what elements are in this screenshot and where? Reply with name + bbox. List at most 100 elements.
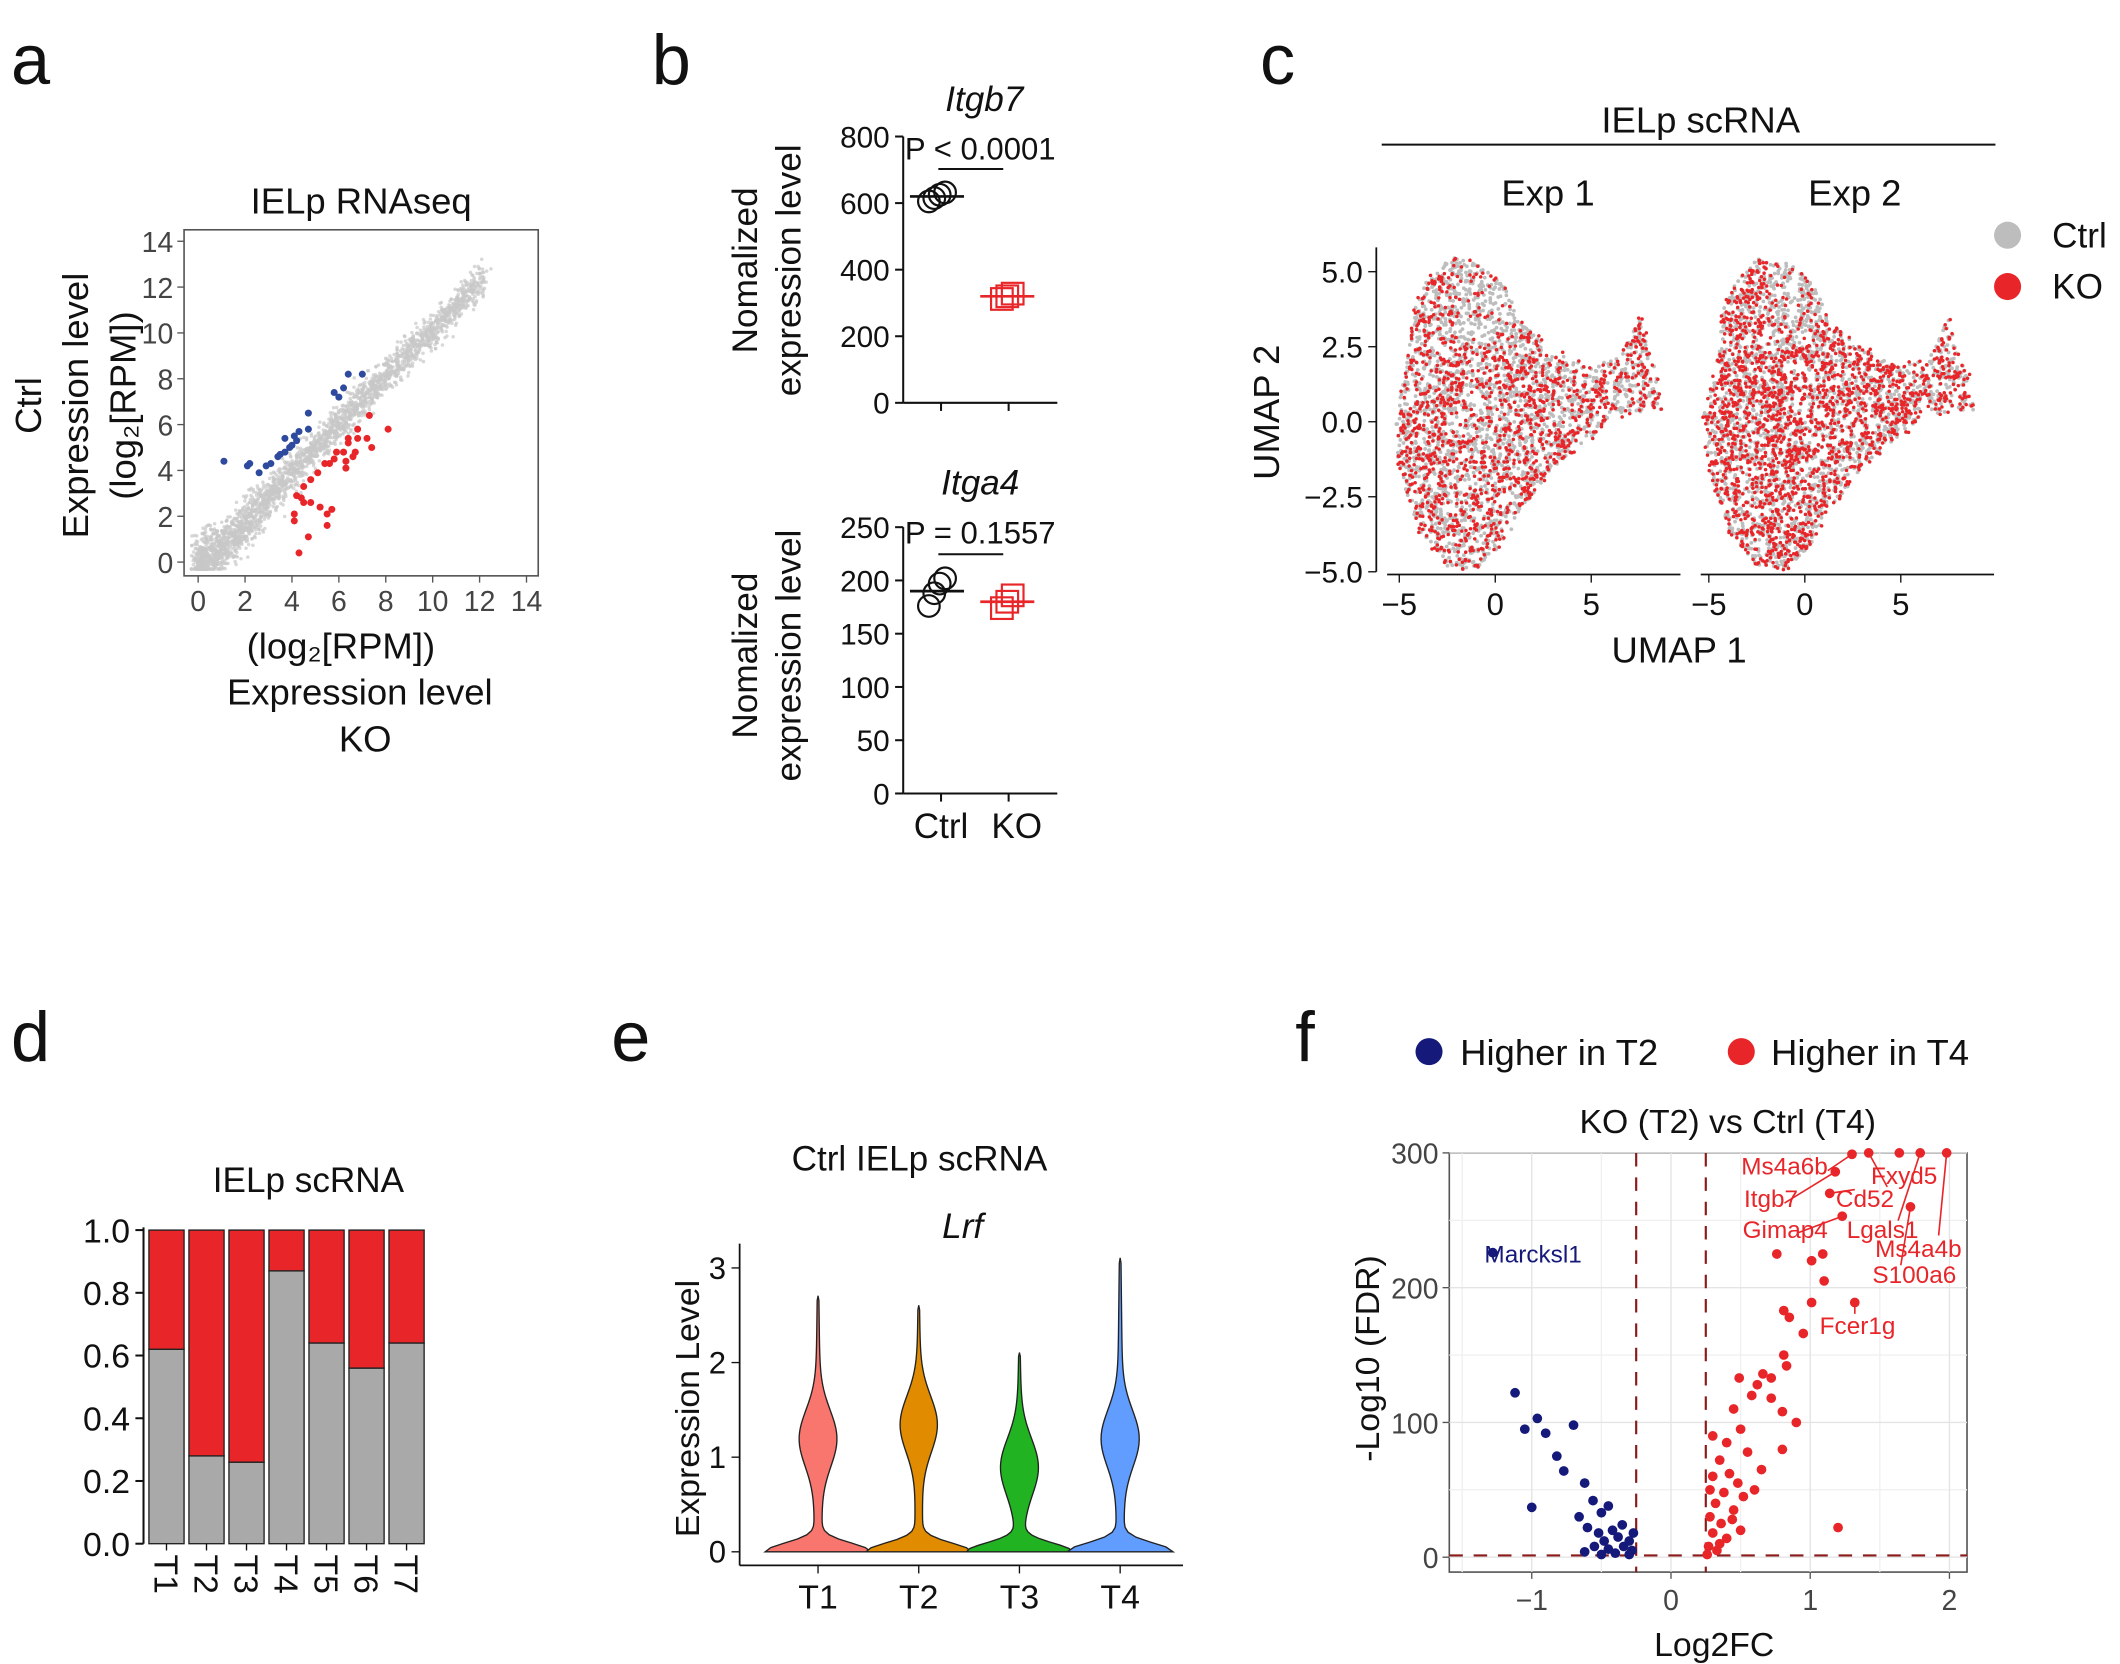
- ctrl-cell-point: [1595, 424, 1600, 429]
- background-gene-point: [377, 379, 381, 383]
- ctrl-cell-point: [1480, 427, 1485, 432]
- ctrl-cell-point: [1398, 438, 1403, 442]
- background-gene-point: [410, 342, 414, 346]
- ctrl-cell-point: [1448, 481, 1453, 486]
- background-gene-point: [484, 269, 489, 273]
- background-gene-point: [244, 539, 248, 544]
- ctrl-cell-point: [1455, 554, 1460, 558]
- background-gene-point: [433, 346, 438, 351]
- y-tick-label: 800: [840, 121, 890, 154]
- background-gene-point: [338, 432, 343, 437]
- ctrl-cell-point: [1479, 533, 1483, 538]
- y-tick-label: 400: [840, 254, 890, 287]
- background-gene-point: [386, 376, 391, 380]
- background-gene-point: [218, 548, 223, 553]
- ctrl-cell-point: [1521, 342, 1525, 347]
- ctrl-cell-point: [1584, 433, 1589, 438]
- ctrl-cell-point: [1489, 449, 1494, 454]
- ctrl-cell-point: [1434, 375, 1439, 379]
- ctrl-cell-point: [1593, 368, 1598, 373]
- ctrl-cell-point: [1461, 553, 1466, 558]
- panel-c-ylabel: UMAP 2: [1246, 345, 1287, 480]
- background-gene-point: [267, 489, 271, 494]
- background-gene-point: [230, 542, 235, 547]
- background-gene-point: [235, 555, 240, 559]
- background-gene-point: [436, 336, 441, 340]
- background-gene-point: [431, 326, 435, 330]
- background-gene-point: [237, 521, 242, 526]
- ctrl-cell-point: [1551, 414, 1556, 419]
- ctrl-cell-point: [1512, 501, 1516, 506]
- ctrl-cell-point: [1437, 291, 1441, 296]
- background-gene-point: [246, 542, 251, 547]
- y-tick-label: 0: [157, 548, 173, 580]
- background-gene-point: [456, 288, 461, 293]
- ctrl-cell-point: [1507, 348, 1512, 353]
- ctrl-cell-point: [1509, 471, 1513, 476]
- background-gene-point: [225, 518, 229, 522]
- background-gene-point: [457, 312, 461, 317]
- ctrl-high-gene-point: [358, 370, 366, 378]
- ctrl-cell-point: [1493, 301, 1498, 305]
- background-gene-point: [397, 354, 402, 358]
- background-gene-point: [317, 425, 321, 430]
- ko-high-gene-point: [307, 476, 315, 484]
- ctrl-cell-point: [1435, 526, 1440, 530]
- ctrl-cell-point: [1453, 406, 1458, 410]
- ctrl-cell-point: [1559, 417, 1563, 422]
- panel-c-facet-exp1: Exp 1: [1501, 172, 1594, 213]
- background-gene-point: [298, 455, 303, 460]
- ctrl-cell-point: [1447, 541, 1452, 546]
- background-gene-point: [253, 525, 257, 530]
- background-gene-point: [445, 325, 449, 329]
- background-gene-point: [297, 474, 301, 478]
- background-gene-point: [472, 264, 477, 269]
- background-gene-point: [378, 375, 382, 380]
- panel-a: IELp RNAseq Ctrl Expression level (log₂[…: [8, 181, 542, 760]
- background-gene-point: [277, 478, 282, 482]
- ctrl-cell-point: [1482, 402, 1487, 406]
- background-gene-point: [313, 434, 318, 438]
- background-gene-point: [363, 395, 367, 400]
- ctrl-cell-point: [1605, 381, 1610, 385]
- background-gene-point: [288, 454, 293, 458]
- background-gene-point: [377, 384, 382, 389]
- background-gene-point: [346, 426, 351, 430]
- background-gene-point: [207, 556, 211, 560]
- background-gene-point: [225, 547, 229, 552]
- background-gene-point: [271, 504, 276, 509]
- background-gene-point: [336, 410, 341, 415]
- ctrl-cell-point: [1512, 316, 1517, 320]
- ctrl-cell-point: [1461, 375, 1466, 380]
- ctrl-cell-point: [1476, 325, 1481, 330]
- background-gene-point: [239, 539, 244, 544]
- ctrl-cell-point: [1405, 402, 1409, 407]
- background-gene-point: [453, 287, 457, 292]
- background-gene-point: [190, 534, 194, 538]
- background-gene-point: [246, 505, 251, 510]
- ctrl-cell-point: [1627, 408, 1632, 413]
- background-gene-point: [381, 381, 386, 386]
- background-gene-point: [329, 413, 333, 418]
- ko-high-gene-point: [354, 425, 362, 433]
- background-gene-point: [192, 533, 197, 538]
- ctrl-cell-point: [1514, 331, 1519, 336]
- background-gene-point: [246, 510, 250, 515]
- background-gene-point: [297, 449, 302, 454]
- ctrl-cell-point: [1499, 410, 1504, 415]
- ctrl-cell-point: [1587, 390, 1592, 395]
- background-gene-point: [236, 541, 240, 545]
- background-gene-point: [356, 388, 361, 393]
- y-tick-label: 2: [157, 502, 173, 534]
- ctrl-cell-point: [1457, 532, 1461, 536]
- ctrl-cell-point: [1415, 368, 1420, 372]
- panel-b-bottom-pvalue: P = 0.1557: [905, 515, 1056, 550]
- ctrl-cell-point: [1616, 383, 1621, 387]
- panel-c-facet-exp2: Exp 2: [1808, 172, 1901, 213]
- background-gene-point: [309, 453, 313, 457]
- background-gene-point: [264, 506, 269, 510]
- background-gene-point: [477, 266, 482, 271]
- background-gene-point: [331, 441, 336, 446]
- background-gene-point: [215, 530, 219, 534]
- background-gene-point: [405, 355, 410, 359]
